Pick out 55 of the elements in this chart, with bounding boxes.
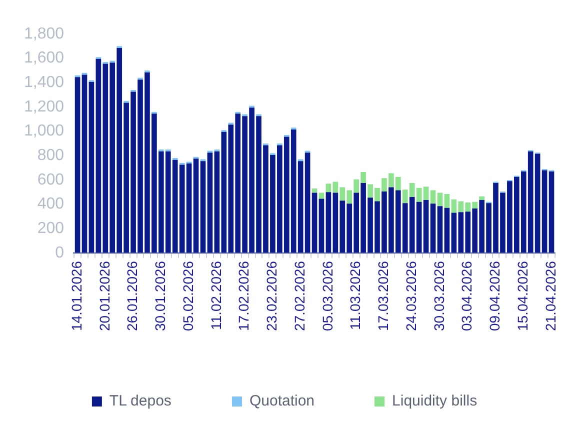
x-tick-label: 24.03.2026	[402, 260, 419, 332]
x-tick-label: 30.03.2026	[430, 260, 447, 332]
y-tick-label: 1,800	[24, 25, 64, 42]
bar	[444, 194, 450, 208]
x-tick-label: 27.02.2026	[291, 260, 308, 332]
bar	[430, 190, 436, 204]
x-tick-label: 23.02.2026	[264, 260, 280, 332]
bar	[207, 152, 213, 253]
x-tick-label: 17.03.2026	[375, 260, 392, 332]
x-tick-label: 05.02.2026	[180, 260, 196, 332]
bar	[304, 152, 310, 253]
bar	[88, 82, 94, 253]
x-tick-label: 20.01.2026	[96, 260, 112, 332]
bar	[318, 198, 324, 253]
bar	[318, 192, 324, 199]
bar	[437, 192, 443, 206]
bar	[437, 206, 443, 253]
x-tick-label: 09.04.2026	[486, 260, 503, 332]
x-tick-label: 11.02.2026	[208, 260, 224, 330]
y-tick-label: 1,200	[24, 98, 64, 116]
bar	[423, 186, 429, 200]
bar	[423, 200, 429, 253]
x-tick-label: 14.01.2026	[68, 260, 84, 332]
y-tick-label: 800	[37, 147, 64, 164]
legend-label: TL depos	[109, 392, 172, 410]
bar	[312, 192, 318, 253]
y-tick-label: 1,400	[24, 74, 64, 92]
bar	[430, 204, 436, 253]
legend-label: Liquidity bills	[392, 392, 478, 410]
y-tick-label: 1,600	[24, 50, 64, 67]
bar	[542, 170, 548, 253]
y-tick-label: 600	[37, 171, 64, 188]
bar	[200, 161, 206, 253]
bar	[326, 184, 332, 192]
y-tick-label: 1,000	[24, 122, 64, 140]
bar	[74, 77, 80, 253]
bar	[479, 196, 484, 200]
x-tick-label: 03.04.2026	[458, 260, 475, 332]
x-tick-label: 17.02.2026	[236, 260, 252, 332]
bar	[193, 158, 199, 253]
bar	[444, 208, 450, 253]
bar	[82, 74, 88, 253]
x-tick-label: 30.01.2026	[152, 260, 168, 332]
y-tick-label: 0	[55, 244, 64, 262]
x-tick-label: 21.04.2026	[542, 260, 558, 332]
y-tick-label: 200	[37, 220, 64, 238]
legend-label: Quotation	[249, 392, 315, 410]
x-tick-label: 11.03.2026	[347, 260, 364, 330]
bar	[548, 171, 554, 253]
x-tick-label: 15.04.2026	[514, 260, 530, 332]
bar	[186, 164, 192, 253]
y-tick-label: 400	[37, 196, 64, 213]
bar	[326, 192, 332, 253]
x-tick-label: 05.03.2026	[319, 260, 336, 332]
x-tick-label: 26.01.2026	[124, 260, 140, 332]
